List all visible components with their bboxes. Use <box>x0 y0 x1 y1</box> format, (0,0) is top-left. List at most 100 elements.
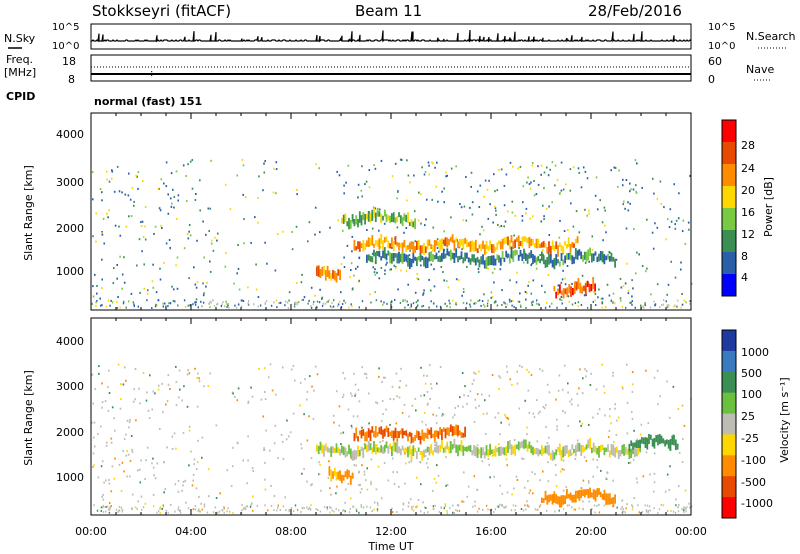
scatter-cell <box>355 267 357 270</box>
ground-cell <box>631 300 633 303</box>
band-cell <box>371 256 374 263</box>
power-ytick-4000: 4000 <box>56 128 84 141</box>
scatter-cell <box>585 294 587 297</box>
band-cell <box>382 215 384 221</box>
scatter-cell <box>560 296 563 298</box>
band-cell <box>566 445 568 454</box>
scatter-cell <box>556 178 559 181</box>
band-cell <box>512 445 515 455</box>
scatter-cell <box>499 376 502 379</box>
scatter-cell <box>227 304 229 307</box>
band-cell <box>407 212 409 223</box>
scatter-cell <box>120 383 122 386</box>
ground-cell <box>221 303 223 306</box>
ground-cell <box>338 509 340 512</box>
band-cell <box>457 241 459 248</box>
scatter-cell <box>342 393 345 396</box>
band-cell <box>451 444 454 450</box>
scatter-cell <box>115 301 118 304</box>
scatter-cell <box>543 186 545 189</box>
scatter-cell <box>125 454 127 457</box>
scatter-cell <box>196 405 199 408</box>
scatter-cell <box>533 180 535 182</box>
ground-cell <box>360 504 362 507</box>
scatter-cell <box>111 465 114 468</box>
cpid-label: CPID <box>6 90 35 103</box>
ground-cell <box>457 504 459 507</box>
scatter-cell <box>503 225 505 228</box>
scatter-cell <box>411 404 414 407</box>
scatter-cell <box>184 479 187 482</box>
scatter-cell <box>264 478 266 481</box>
scatter-cell <box>387 479 390 482</box>
xtick-2400: 00:00 <box>675 525 707 538</box>
scatter-cell <box>381 400 384 402</box>
scatter-cell <box>120 489 123 492</box>
band-cell <box>471 240 474 251</box>
scatter-cell <box>478 206 481 208</box>
scatter-cell <box>122 450 125 453</box>
scatter-cell <box>626 503 628 506</box>
scatter-cell <box>635 272 637 275</box>
scatter-cell <box>345 488 347 491</box>
scatter-cell <box>101 258 103 261</box>
scatter-cell <box>262 189 264 192</box>
scatter-cell <box>488 394 491 397</box>
scatter-cell <box>195 487 198 490</box>
ground-cell <box>527 504 529 507</box>
scatter-cell <box>254 216 256 219</box>
colorbar-frame <box>721 119 737 297</box>
scatter-cell <box>315 163 317 166</box>
scatter-cell <box>127 194 130 197</box>
ground-cell <box>675 504 677 507</box>
ground-cell <box>571 506 573 509</box>
scatter-cell <box>349 276 351 279</box>
velocity-panel-frame <box>90 317 692 516</box>
ground-cell <box>649 306 652 309</box>
scatter-cell <box>354 383 357 386</box>
band-cell <box>367 440 370 452</box>
scatter-cell <box>237 387 240 390</box>
scatter-cell <box>409 181 411 184</box>
scatter-cell <box>493 301 496 304</box>
band-cell <box>364 214 366 225</box>
band-cell <box>510 246 513 258</box>
scatter-cell <box>500 168 503 171</box>
scatter-cell <box>504 415 507 418</box>
scatter-cell <box>190 450 192 453</box>
band-cell <box>364 432 366 442</box>
ground-cell <box>646 504 649 507</box>
scatter-cell <box>612 371 614 374</box>
ground-cell <box>620 507 622 510</box>
band-cell <box>533 243 536 248</box>
ground-cell <box>105 506 107 508</box>
ground-cell <box>146 299 148 302</box>
scatter-cell <box>281 440 284 443</box>
scatter-cell <box>406 260 408 263</box>
scatter-cell <box>175 264 177 267</box>
ground-cell <box>411 508 413 511</box>
band-cell <box>489 443 491 456</box>
scatter-cell <box>548 234 551 236</box>
band-cell <box>610 252 613 262</box>
scatter-cell <box>233 282 235 285</box>
band-cell <box>494 258 497 266</box>
scatter-cell <box>489 476 491 479</box>
band-cell <box>344 447 347 458</box>
scatter-cell <box>377 465 380 468</box>
band-cell <box>603 447 606 456</box>
scatter-cell <box>537 183 540 186</box>
scatter-cell <box>413 210 416 213</box>
scatter-cell <box>518 247 520 249</box>
band-cell <box>405 430 408 436</box>
ground-cell <box>296 508 299 511</box>
scatter-cell <box>498 387 500 390</box>
band-cell <box>373 441 375 452</box>
scatter-cell <box>129 418 131 421</box>
scatter-cell <box>186 405 189 408</box>
power-ytick-3000: 3000 <box>56 176 84 189</box>
scatter-cell <box>508 423 510 426</box>
scatter-cell <box>524 291 527 293</box>
band-cell <box>505 250 508 258</box>
scatter-cell <box>626 401 629 404</box>
